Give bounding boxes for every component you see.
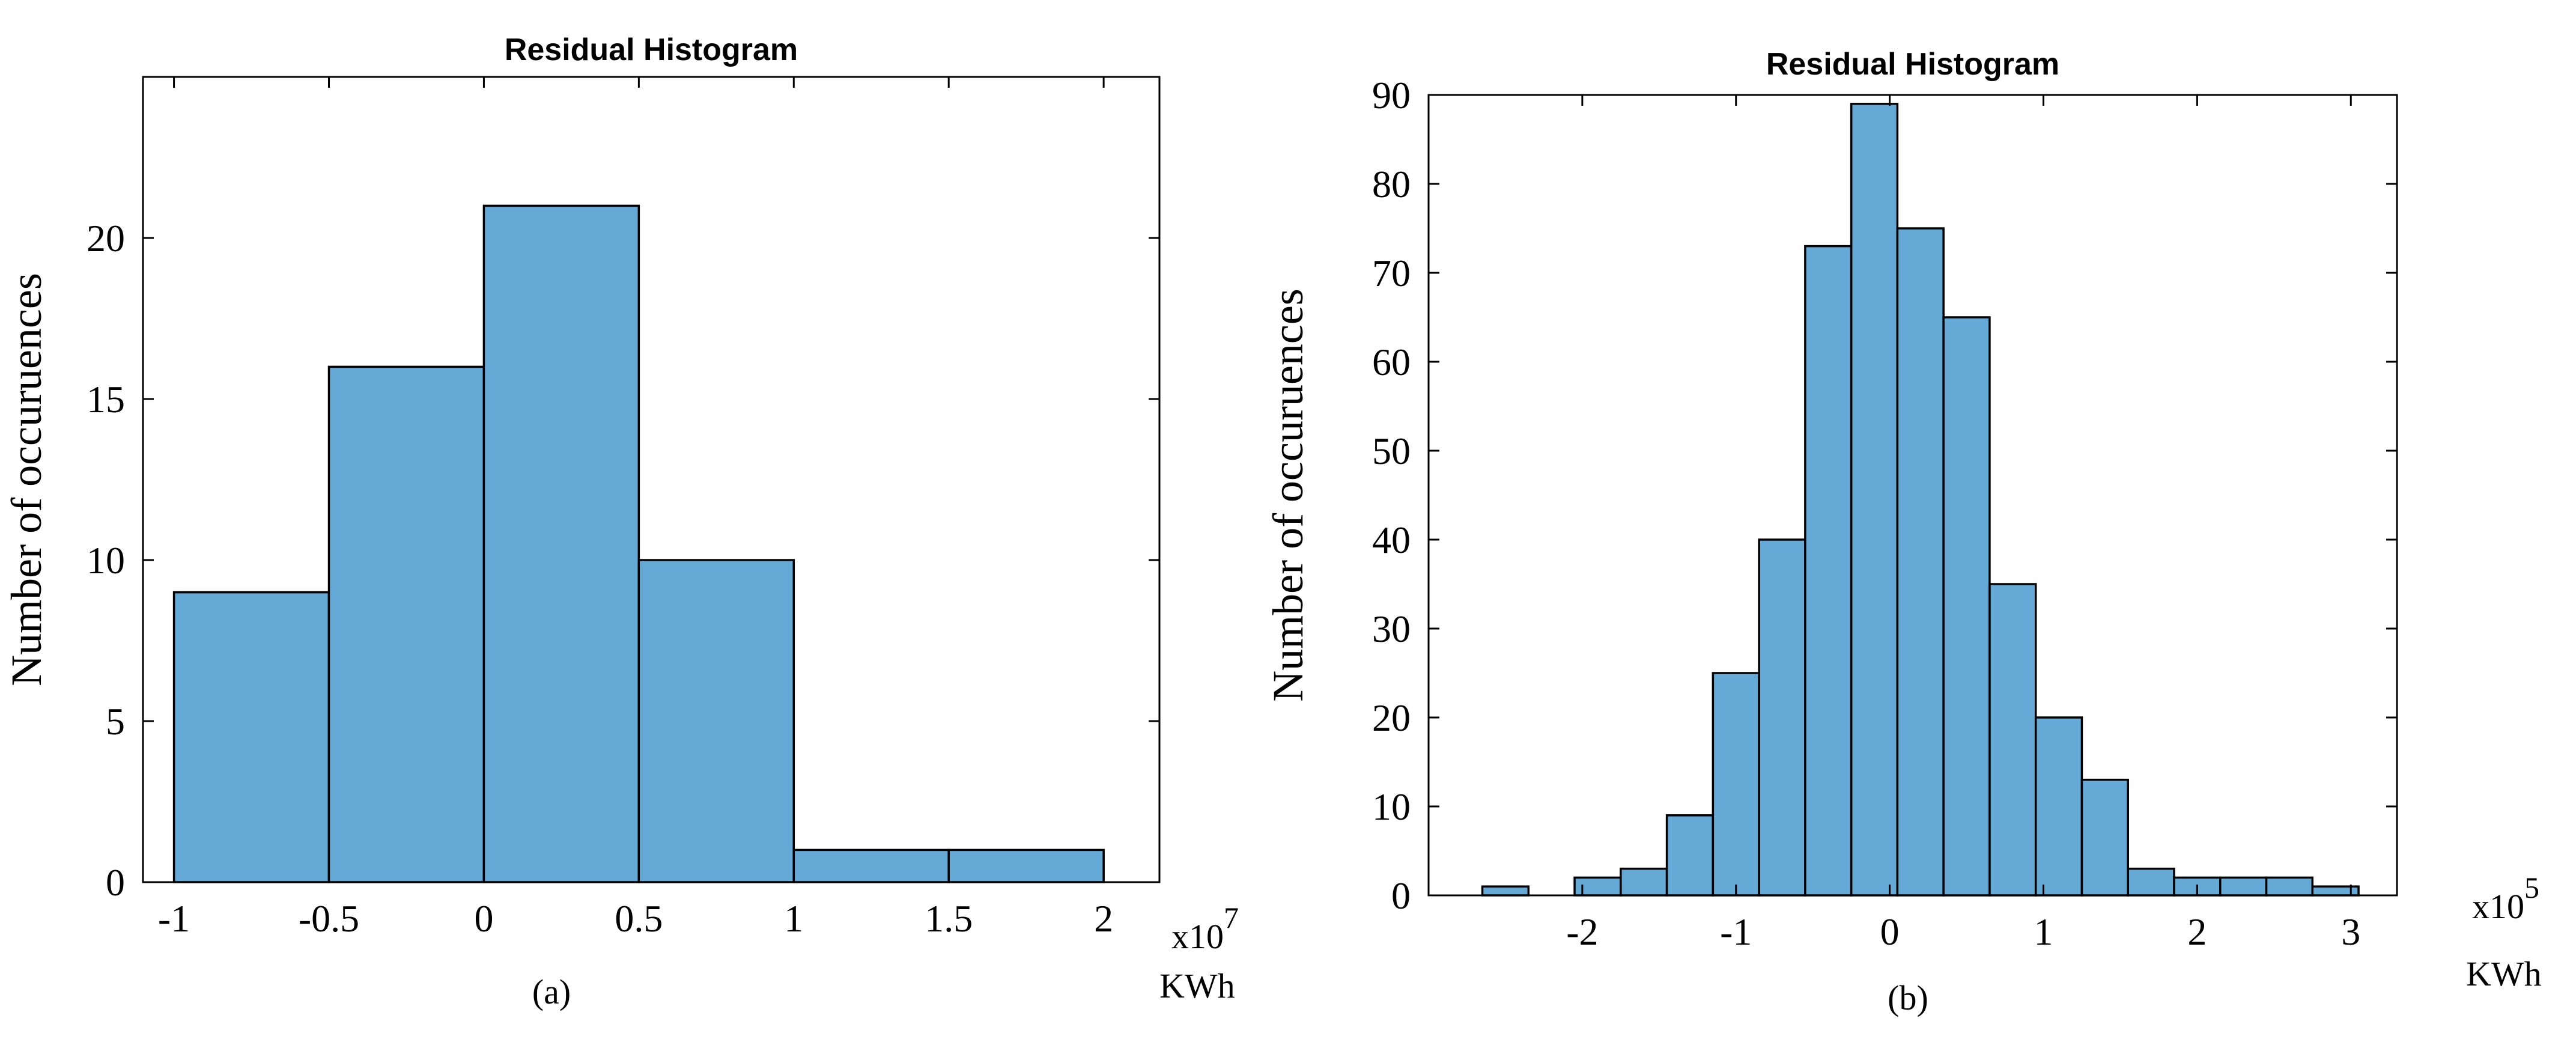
histogram-bar: [1758, 538, 1806, 897]
x-axis-multiplier: x107: [1171, 901, 1239, 956]
histogram-bar: [947, 848, 1105, 883]
y-tick-label: 20: [87, 217, 125, 260]
histogram-bar: [1481, 885, 1530, 897]
y-tick-label: 10: [87, 539, 125, 582]
histogram-bar: [482, 204, 640, 883]
x-axis-label: KWh: [1159, 966, 1235, 1005]
histogram-bar: [2265, 876, 2314, 897]
x-axis-multiplier: x105: [2472, 871, 2539, 926]
histogram-a: Residual Histogram-1 -0.5 0 0.5 1 1.5 20510152…: [2, 32, 1239, 1011]
y-tick-label: 40: [1372, 519, 1411, 561]
histogram-bar: [2034, 716, 2083, 897]
histogram-bar: [172, 591, 330, 883]
bars: [1481, 103, 2360, 897]
y-tick-label: 5: [106, 700, 125, 743]
x-tick-label: 1: [784, 897, 803, 940]
x-tick-label: -2: [1566, 910, 1598, 953]
x-multiplier-base: x10: [2472, 887, 2524, 926]
axes-box: [1427, 94, 2398, 897]
y-tick-label: 90: [1372, 74, 1411, 117]
y-axis-label: Number of occuruences: [1264, 288, 1312, 702]
y-tick-label: 0: [106, 861, 125, 904]
histogram-bar: [2219, 876, 2268, 897]
x-tick-label: 1.5: [925, 897, 973, 940]
x-tick-label: 0: [1880, 910, 1900, 953]
x-multiplier-base: x10: [1171, 917, 1224, 956]
histogram-bar: [1896, 227, 1945, 897]
x-axis-label: KWh: [2466, 954, 2542, 993]
y-tick-label: 15: [87, 378, 125, 421]
y-tick-label: 60: [1372, 341, 1411, 383]
x-tick-label: -0.5: [299, 897, 359, 940]
x-tick-label: 0: [474, 897, 493, 940]
y-tick-label: 70: [1372, 252, 1411, 294]
histogram-bar: [1804, 245, 1853, 897]
histogram-bar: [1712, 672, 1760, 897]
bars: [172, 204, 1105, 883]
x-tick-label: 0.5: [615, 897, 663, 940]
x-tick-label: 2: [1094, 897, 1113, 940]
x-multiplier-exponent: 7: [1224, 901, 1239, 934]
subfigure-caption: (b): [1888, 978, 1928, 1017]
x-tick-label: -1: [158, 897, 190, 940]
y-tick-label: 0: [1391, 874, 1411, 917]
histogram-bar: [2127, 867, 2175, 897]
x-multiplier-exponent: 5: [2524, 871, 2539, 904]
histogram-bar: [637, 559, 795, 883]
histogram-bar: [1942, 316, 1991, 897]
histogram-bar: [1620, 867, 1668, 897]
y-tick-label: 30: [1372, 608, 1411, 650]
histogram-bar: [792, 848, 950, 883]
x-tick-label: 1: [2034, 910, 2053, 953]
histogram-bar: [1665, 814, 1715, 897]
histogram-bar: [1988, 583, 2037, 897]
histogram-bar: [2080, 778, 2129, 897]
y-tick-label: 50: [1372, 430, 1411, 472]
x-tick-label: -1: [1720, 910, 1752, 953]
chart-title: Residual Histogram: [505, 32, 798, 67]
x-tick-label: 2: [2187, 910, 2207, 953]
histogram-bar: [1850, 103, 1899, 897]
y-axis-label: Number of occuruences: [2, 273, 50, 686]
chart-title: Residual Histogram: [1766, 47, 2059, 82]
histogram-b: Residual Histogram-2 -1 0 1 2 301020304050607…: [1264, 47, 2542, 1017]
x-tick-label: 3: [2341, 910, 2360, 953]
histogram-bar: [327, 365, 485, 883]
y-tick-label: 80: [1372, 163, 1411, 206]
y-tick-label: 20: [1372, 696, 1411, 739]
subfigure-caption: (a): [532, 972, 571, 1011]
axes-box: [142, 76, 1161, 883]
y-tick-label: 10: [1372, 785, 1411, 828]
